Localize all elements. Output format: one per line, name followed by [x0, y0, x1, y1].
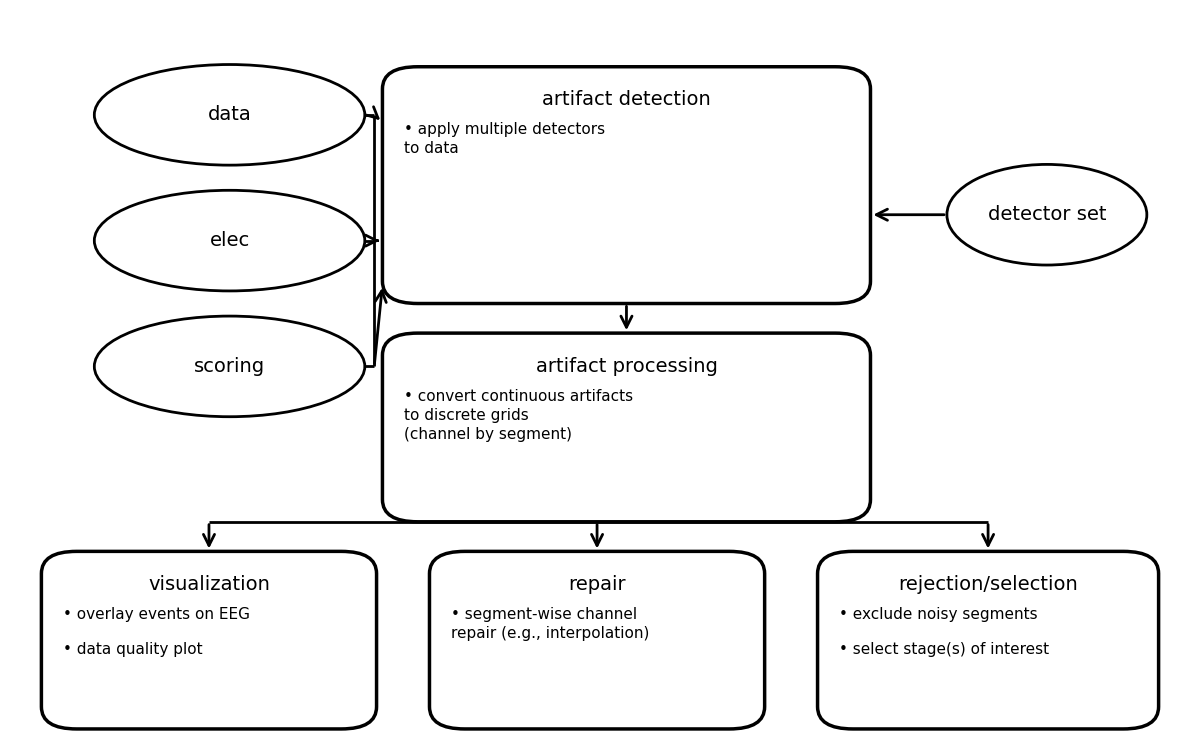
Text: scoring: scoring	[194, 357, 265, 376]
FancyBboxPatch shape	[42, 551, 377, 729]
Text: elec: elec	[210, 231, 250, 250]
Text: detector set: detector set	[988, 205, 1106, 224]
Text: • convert continuous artifacts
to discrete grids
(channel by segment): • convert continuous artifacts to discre…	[403, 389, 632, 442]
Text: artifact detection: artifact detection	[542, 91, 710, 109]
Text: • select stage(s) of interest: • select stage(s) of interest	[839, 643, 1049, 658]
Ellipse shape	[95, 190, 365, 291]
Ellipse shape	[95, 316, 365, 417]
FancyBboxPatch shape	[430, 551, 764, 729]
Text: • apply multiple detectors
to data: • apply multiple detectors to data	[403, 122, 605, 156]
Text: • data quality plot: • data quality plot	[62, 643, 202, 658]
Ellipse shape	[95, 64, 365, 165]
Text: • exclude noisy segments: • exclude noisy segments	[839, 607, 1037, 622]
Text: rejection/selection: rejection/selection	[899, 575, 1078, 594]
Text: data: data	[208, 106, 252, 125]
Text: • segment-wise channel
repair (e.g., interpolation): • segment-wise channel repair (e.g., int…	[451, 607, 649, 641]
Text: artifact processing: artifact processing	[535, 357, 718, 376]
FancyBboxPatch shape	[383, 333, 870, 522]
Text: repair: repair	[569, 575, 626, 594]
Ellipse shape	[947, 165, 1147, 265]
FancyBboxPatch shape	[817, 551, 1159, 729]
Text: • overlay events on EEG: • overlay events on EEG	[62, 607, 250, 622]
Text: visualization: visualization	[148, 575, 270, 594]
FancyBboxPatch shape	[383, 66, 870, 304]
